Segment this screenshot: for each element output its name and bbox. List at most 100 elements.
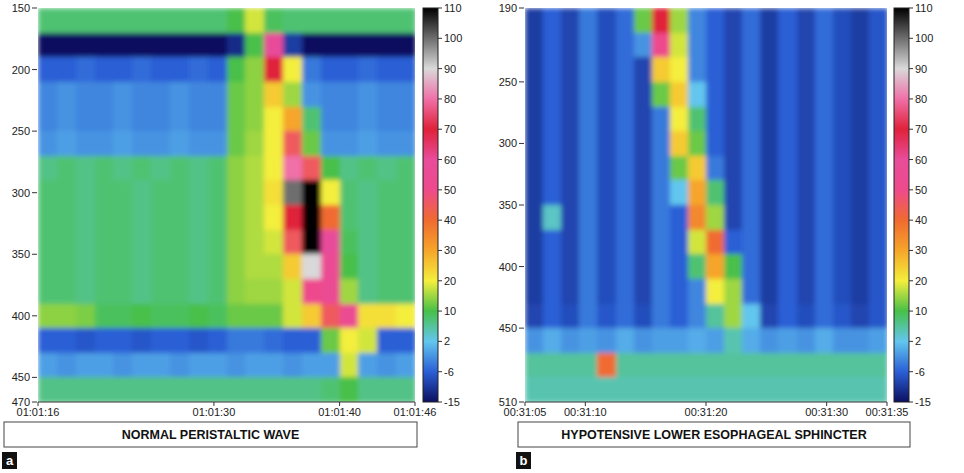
colorbar-tick-label: 20: [444, 275, 456, 287]
heatmap-cell: [151, 279, 170, 304]
heatmap-cell: [57, 353, 76, 378]
heatmap-cell: [652, 230, 671, 255]
heatmap-cell: [797, 107, 816, 132]
heatmap-cell: [113, 254, 132, 279]
heatmap-cell: [869, 57, 887, 82]
heatmap-cell: [597, 353, 616, 378]
heatmap: [38, 8, 415, 402]
heatmap-cell: [377, 279, 396, 304]
heatmap-cell: [525, 205, 544, 230]
heatmap-cell: [132, 107, 151, 132]
heatmap-cell: [321, 205, 340, 230]
heatmap-cell: [396, 254, 415, 279]
colorbar-tick: [909, 38, 913, 39]
heatmap-cell: [616, 377, 635, 402]
heatmap-cell: [634, 353, 653, 378]
heatmap-cell: [340, 33, 359, 58]
heatmap-cell: [264, 180, 283, 205]
heatmap-cell: [778, 82, 797, 107]
heatmap-cell: [778, 254, 797, 279]
colorbar-tick-label: 20: [915, 275, 927, 287]
heatmap-cell: [597, 377, 616, 402]
heatmap-cell: [76, 279, 95, 304]
heatmap-cell: [851, 205, 870, 230]
heatmap-cell: [778, 377, 797, 402]
heatmap-cell: [778, 8, 797, 33]
y-tick: [32, 8, 37, 9]
heatmap-cell: [283, 254, 302, 279]
heatmap-cell: [208, 57, 227, 82]
heatmap-cell: [95, 304, 114, 329]
heatmap-cell: [652, 328, 671, 353]
heatmap-cell: [760, 377, 779, 402]
y-tick: [32, 402, 37, 403]
heatmap-cell: [760, 230, 779, 255]
heatmap-cell: [815, 328, 834, 353]
heatmap-cell: [706, 328, 725, 353]
heatmap-cell: [579, 131, 598, 156]
heatmap-cell: [151, 304, 170, 329]
heatmap-cell: [543, 107, 562, 132]
heatmap-cell: [652, 156, 671, 181]
heatmap-cell: [525, 230, 544, 255]
heatmap-cell: [38, 328, 57, 353]
heatmap-cell: [189, 304, 208, 329]
y-tick: [519, 205, 524, 206]
heatmap-cell: [525, 353, 544, 378]
heatmap-cell: [57, 328, 76, 353]
heatmap-cell: [525, 279, 544, 304]
y-tick: [32, 192, 37, 193]
heatmap-cell: [778, 57, 797, 82]
title-box: [518, 422, 910, 447]
heatmap-cell: [95, 353, 114, 378]
colorbar-tick: [438, 98, 442, 99]
heatmap-cell: [778, 230, 797, 255]
colorbar-tick-label: -6: [915, 366, 925, 378]
heatmap-cell: [597, 205, 616, 230]
x-tick-label: 01:01:16: [17, 406, 60, 418]
heatmap-cell: [264, 33, 283, 58]
heatmap-cell: [113, 230, 132, 255]
heatmap-cell: [724, 304, 743, 329]
heatmap-cell: [525, 57, 544, 82]
heatmap-cell: [634, 107, 653, 132]
heatmap-cell: [634, 57, 653, 82]
heatmap-cell: [833, 8, 852, 33]
heatmap-cell: [869, 156, 887, 181]
heatmap-cell: [340, 107, 359, 132]
heatmap-cell: [227, 57, 246, 82]
colorbar-tick-label: 100: [444, 32, 462, 44]
heatmap-cell: [113, 82, 132, 107]
heatmap-cell: [245, 304, 264, 329]
heatmap-cell: [688, 205, 707, 230]
heatmap-cell: [597, 254, 616, 279]
heatmap-cell: [742, 205, 761, 230]
heatmap-cell: [579, 180, 598, 205]
heatmap-cell: [760, 328, 779, 353]
y-tick-label: 150: [12, 2, 30, 14]
heatmap-cell: [377, 254, 396, 279]
heatmap-cell: [616, 180, 635, 205]
heatmap-cell: [321, 82, 340, 107]
heatmap-cell: [245, 131, 264, 156]
heatmap-cell: [851, 33, 870, 58]
heatmap-cell: [377, 107, 396, 132]
heatmap-cell: [132, 205, 151, 230]
heatmap-cell: [302, 156, 321, 181]
heatmap-cell: [706, 156, 725, 181]
heatmap-cell: [616, 82, 635, 107]
heatmap-cell: [742, 82, 761, 107]
heatmap-cell: [283, 205, 302, 230]
heatmap-cell: [57, 57, 76, 82]
heatmap-cell: [57, 33, 76, 58]
heatmap-cell: [833, 156, 852, 181]
heatmap-cell: [706, 377, 725, 402]
heatmap-cell: [358, 328, 377, 353]
heatmap-cell: [688, 131, 707, 156]
heatmap-cell: [208, 279, 227, 304]
heatmap-cell: [358, 156, 377, 181]
colorbar-tick: [438, 68, 442, 69]
heatmap-cell: [579, 377, 598, 402]
heatmap-cell: [815, 205, 834, 230]
heatmap-cell: [264, 279, 283, 304]
